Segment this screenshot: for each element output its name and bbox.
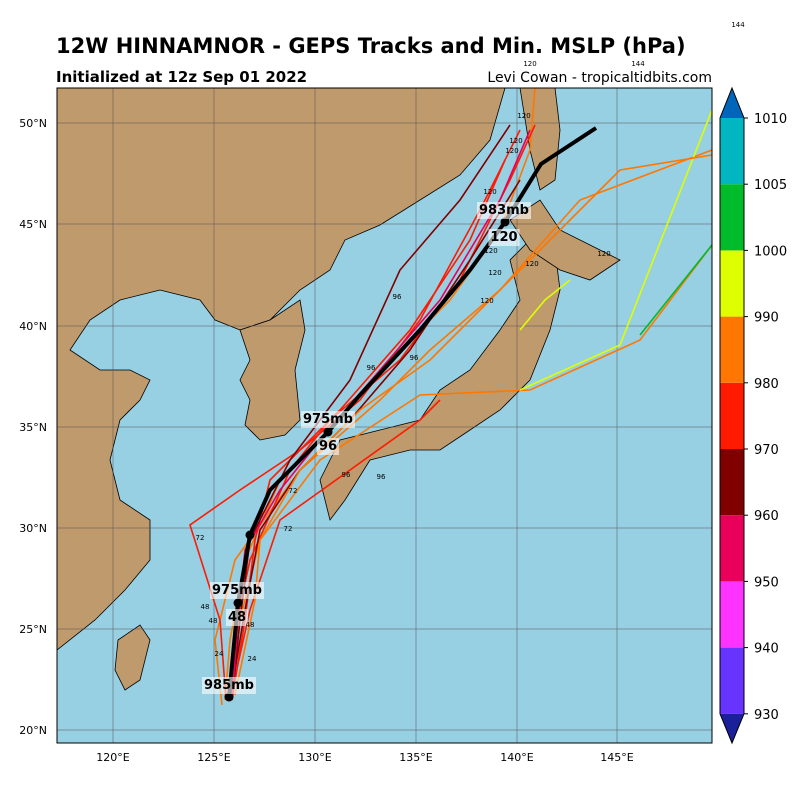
- ensemble-label: 72: [196, 534, 205, 542]
- ensemble-label: 144: [731, 21, 745, 29]
- ensemble-label: 96: [410, 354, 419, 362]
- lon-label: 140°E: [500, 751, 533, 764]
- map-frame: [56, 87, 713, 744]
- colorbar-label: 990: [754, 311, 779, 326]
- colorbar-segment: [720, 581, 744, 648]
- ensemble-label: 120: [483, 188, 496, 196]
- colorbar-label: 1010: [754, 112, 787, 127]
- colorbar-segment: [720, 118, 744, 185]
- colorbar-label: 980: [754, 377, 779, 392]
- mean-label-box: [477, 202, 531, 219]
- colorbar-label: 1005: [754, 178, 787, 193]
- mean-label-box: [301, 411, 355, 428]
- lon-label: 125°E: [197, 751, 230, 764]
- ensemble-label: 96: [393, 293, 402, 301]
- colorbar-segment: [720, 184, 744, 251]
- lon-label: 120°E: [96, 751, 129, 764]
- colorbar-label: 950: [754, 575, 779, 590]
- colorbar-label: 1000: [754, 244, 787, 259]
- lon-label: 135°E: [399, 751, 432, 764]
- colorbar-cap: [720, 713, 744, 743]
- mean-label-box: [210, 582, 264, 599]
- ensemble-label: 96: [367, 364, 376, 372]
- lat-label: 35°N: [19, 421, 47, 434]
- ensemble-label: 120: [525, 260, 538, 268]
- colorbar-segment: [720, 647, 744, 714]
- ensemble-label: 120: [523, 60, 536, 68]
- lat-label: 20°N: [19, 724, 47, 737]
- mean-label: 96: [319, 439, 337, 454]
- ensemble-tracks: [189, 88, 712, 706]
- colorbar-label: 930: [754, 708, 779, 723]
- lon-label: 130°E: [298, 751, 331, 764]
- ensemble-label: 120: [517, 112, 530, 120]
- mean-label-box: [202, 677, 256, 694]
- mean-label: 975mb: [303, 412, 353, 427]
- colorbar: 930 940 950 960 970 980 990 1000 1005 1010: [719, 86, 787, 745]
- colorbar-segment: [720, 316, 744, 383]
- colorbar-segment: [720, 515, 744, 582]
- lat-label: 40°N: [19, 320, 47, 333]
- map-area: 985mb975mb48975mb96983mb1201201201201201…: [57, 88, 712, 743]
- lon-label: 145°E: [600, 751, 633, 764]
- lat-label: 30°N: [19, 522, 47, 535]
- ensemble-label: 48: [246, 621, 255, 629]
- title: 12W HINNAMNOR - GEPS Tracks and Min. MSL…: [56, 34, 686, 58]
- lat-label: 45°N: [19, 218, 47, 231]
- ensemble-label: 120: [505, 147, 518, 155]
- colorbar-segment: [720, 382, 744, 449]
- subtitle: Initialized at 12z Sep 01 2022: [56, 68, 307, 86]
- ensemble-label: 120: [480, 297, 493, 305]
- colorbar-segment: [720, 250, 744, 317]
- mean-label-box: [316, 438, 340, 455]
- ensemble-label: 96: [342, 471, 351, 479]
- colorbar-label: 940: [754, 642, 779, 657]
- lat-label: 25°N: [19, 623, 47, 636]
- mean-label: 120: [490, 230, 517, 245]
- ensemble-label: 48: [209, 617, 218, 625]
- ensemble-label: 120: [509, 137, 522, 145]
- ensemble-label: 48: [201, 603, 210, 611]
- mean-track-points: [224, 217, 510, 702]
- ensemble-label: 144: [631, 60, 645, 68]
- mean-label-box: [488, 229, 520, 246]
- colorbar-label: 970: [754, 443, 779, 458]
- mean-label: 985mb: [204, 678, 254, 693]
- ensemble-label: 72: [284, 525, 293, 533]
- mean-label-box: [225, 609, 249, 626]
- ensemble-label: 72: [289, 487, 298, 495]
- land: [57, 88, 621, 691]
- mean-label: 983mb: [479, 203, 529, 218]
- ensemble-label: 24: [215, 650, 224, 658]
- colorbar-label: 960: [754, 509, 779, 524]
- ensemble-label: 120: [488, 269, 501, 277]
- ensemble-label: 96: [377, 473, 386, 481]
- ensemble-label: 120: [484, 247, 497, 255]
- credit: Levi Cowan - tropicaltidbits.com: [487, 70, 712, 86]
- ensemble-label: 24: [248, 655, 257, 663]
- mean-label: 48: [228, 610, 246, 625]
- lat-label: 50°N: [19, 117, 47, 130]
- colorbar-segment: [720, 449, 744, 516]
- mean-label: 975mb: [212, 583, 262, 598]
- colorbar-cap: [720, 88, 744, 118]
- ensemble-label: 120: [597, 250, 610, 258]
